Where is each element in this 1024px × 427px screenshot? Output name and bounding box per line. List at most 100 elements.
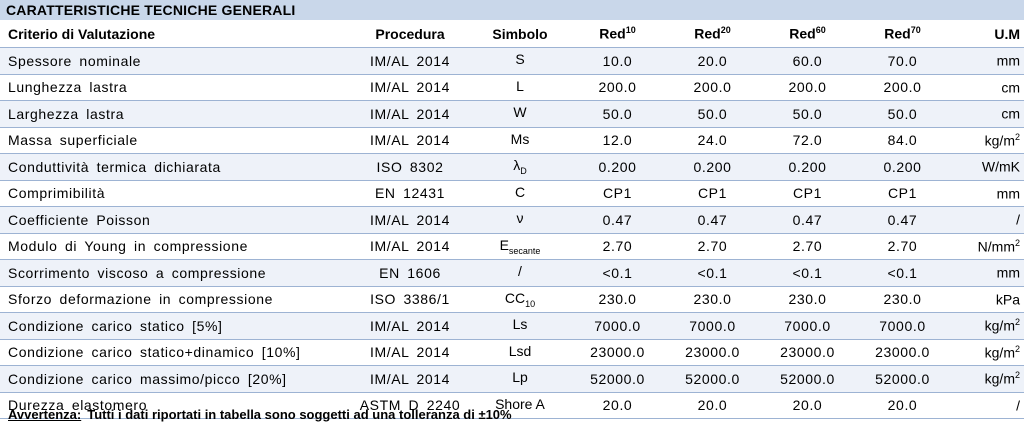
cell-criterio: Condizione carico statico [5%] (0, 312, 350, 340)
cell-value: 7000.0 (570, 312, 665, 340)
cell-criterio: Condizione carico massimo/picco [20%] (0, 365, 350, 393)
cell-criterio: Massa superficiale (0, 127, 350, 154)
cell-value: 50.0 (855, 100, 950, 128)
cell-value: <0.1 (665, 259, 760, 287)
cell-criterio: Spessore nominale (0, 47, 350, 75)
cell-value: 2.70 (760, 233, 855, 260)
cell-value: 7000.0 (760, 312, 855, 340)
cell-value: 230.0 (665, 286, 760, 313)
cell-um: W/mK (950, 153, 1024, 181)
header-row: Criterio di Valutazione Procedura Simbol… (0, 20, 1024, 48)
header-procedura: Procedura (350, 20, 470, 48)
cell-procedura: IM/AL 2014 (350, 47, 470, 75)
cell-simbolo: W (470, 100, 570, 128)
cell-procedura: EN 12431 (350, 180, 470, 207)
cell-value: 10.0 (570, 47, 665, 75)
cell-um: cm (950, 74, 1024, 101)
technical-specs-table: Criterio di Valutazione Procedura Simbol… (0, 20, 1024, 419)
cell-value: 0.47 (760, 206, 855, 234)
cell-um: kg/m2 (950, 365, 1024, 393)
cell-procedura: EN 1606 (350, 259, 470, 287)
table-row: Conduttività termica dichiarata ISO 8302 λ… (0, 153, 1024, 181)
cell-procedura: IM/AL 2014 (350, 312, 470, 340)
cell-value: 2.70 (855, 233, 950, 260)
cell-value: 50.0 (760, 100, 855, 128)
table-row: Durezza elastomero ASTM D 2240 Shore A 20.0… (0, 392, 1024, 419)
warning-text: Tutti i dati riportati in tabella sono s… (87, 407, 512, 422)
cell-value: 23000.0 (855, 339, 950, 366)
cell-procedura: IM/AL 2014 (350, 206, 470, 234)
cell-simbolo: Lsd (470, 339, 570, 366)
cell-value: 70.0 (855, 47, 950, 75)
cell-value: 24.0 (665, 127, 760, 154)
table-row: Condizione carico statico+dinamico [10%]… (0, 339, 1024, 366)
cell-value: 52000.0 (570, 365, 665, 393)
cell-criterio: Scorrimento viscoso a compressione (0, 259, 350, 287)
cell-procedura: IM/AL 2014 (350, 127, 470, 154)
cell-value: 52000.0 (665, 365, 760, 393)
cell-procedura: IM/AL 2014 (350, 365, 470, 393)
cell-criterio: Lunghezza lastra (0, 74, 350, 101)
cell-simbolo: S (470, 47, 570, 75)
cell-value: 60.0 (760, 47, 855, 75)
table-row: Modulo di Young in compressione IM/AL 201… (0, 233, 1024, 260)
cell-criterio: Coefficiente Poisson (0, 206, 350, 234)
cell-um: kPa (950, 286, 1024, 313)
cell-value: 72.0 (760, 127, 855, 154)
cell-um: / (950, 206, 1024, 234)
cell-value: 84.0 (855, 127, 950, 154)
cell-value: 20.0 (855, 392, 950, 419)
cell-um: / (950, 392, 1024, 419)
warning-label: Avvertenza: (8, 407, 82, 422)
cell-procedura: ISO 8302 (350, 153, 470, 181)
cell-um: mm (950, 259, 1024, 287)
table-row: Sforzo deformazione in compressione ISO 3… (0, 286, 1024, 313)
cell-value: 0.200 (570, 153, 665, 181)
cell-value: 12.0 (570, 127, 665, 154)
cell-value: 23000.0 (570, 339, 665, 366)
table-row: Scorrimento viscoso a compressione EN 160… (0, 259, 1024, 287)
table-row: Condizione carico massimo/picco [20%] IM/… (0, 365, 1024, 393)
cell-um: kg/m2 (950, 312, 1024, 340)
cell-simbolo: Esecante (470, 233, 570, 260)
cell-value: 200.0 (760, 74, 855, 101)
cell-procedura: ASTM D 2240 (350, 392, 470, 419)
cell-criterio: Modulo di Young in compressione (0, 233, 350, 260)
cell-procedura: IM/AL 2014 (350, 74, 470, 101)
cell-um: cm (950, 100, 1024, 128)
cell-simbolo: ν (470, 206, 570, 234)
cell-value: 0.47 (570, 206, 665, 234)
cell-um: mm (950, 180, 1024, 207)
cell-value: CP1 (760, 180, 855, 207)
cell-value: CP1 (855, 180, 950, 207)
cell-value: 2.70 (665, 233, 760, 260)
table-row: Spessore nominale IM/AL 2014 S 10.0 20.0 60.0… (0, 47, 1024, 75)
footer-warning: Avvertenza: Tutti i dati riportati in tab… (8, 407, 512, 422)
cell-value: 200.0 (665, 74, 760, 101)
cell-value: 23000.0 (760, 339, 855, 366)
cell-value: 20.0 (665, 392, 760, 419)
cell-value: 230.0 (855, 286, 950, 313)
table-row: Coefficiente Poisson IM/AL 2014 ν 0.47 0.47 0… (0, 206, 1024, 234)
header-um: U.M (950, 20, 1024, 48)
cell-simbolo: / (470, 259, 570, 287)
table-row: Larghezza lastra IM/AL 2014 W 50.0 50.0 50.0 5… (0, 100, 1024, 128)
cell-value: 20.0 (760, 392, 855, 419)
table-row: Comprimibilità EN 12431 C CP1 CP1 CP1 CP1 mm (0, 180, 1024, 207)
cell-criterio: Comprimibilità (0, 180, 350, 207)
table-row: Lunghezza lastra IM/AL 2014 L 200.0 200.0 200… (0, 74, 1024, 101)
cell-value: 50.0 (665, 100, 760, 128)
cell-value: 52000.0 (760, 365, 855, 393)
header-criterio: Criterio di Valutazione (0, 20, 350, 48)
cell-value: 200.0 (570, 74, 665, 101)
cell-simbolo: λD (470, 153, 570, 181)
cell-procedura: IM/AL 2014 (350, 339, 470, 366)
cell-simbolo: Ls (470, 312, 570, 340)
cell-value: 7000.0 (665, 312, 760, 340)
cell-value: CP1 (570, 180, 665, 207)
cell-simbolo: Ms (470, 127, 570, 154)
cell-value: 230.0 (760, 286, 855, 313)
cell-value: 7000.0 (855, 312, 950, 340)
cell-value: 0.47 (665, 206, 760, 234)
cell-criterio: Sforzo deformazione in compressione (0, 286, 350, 313)
